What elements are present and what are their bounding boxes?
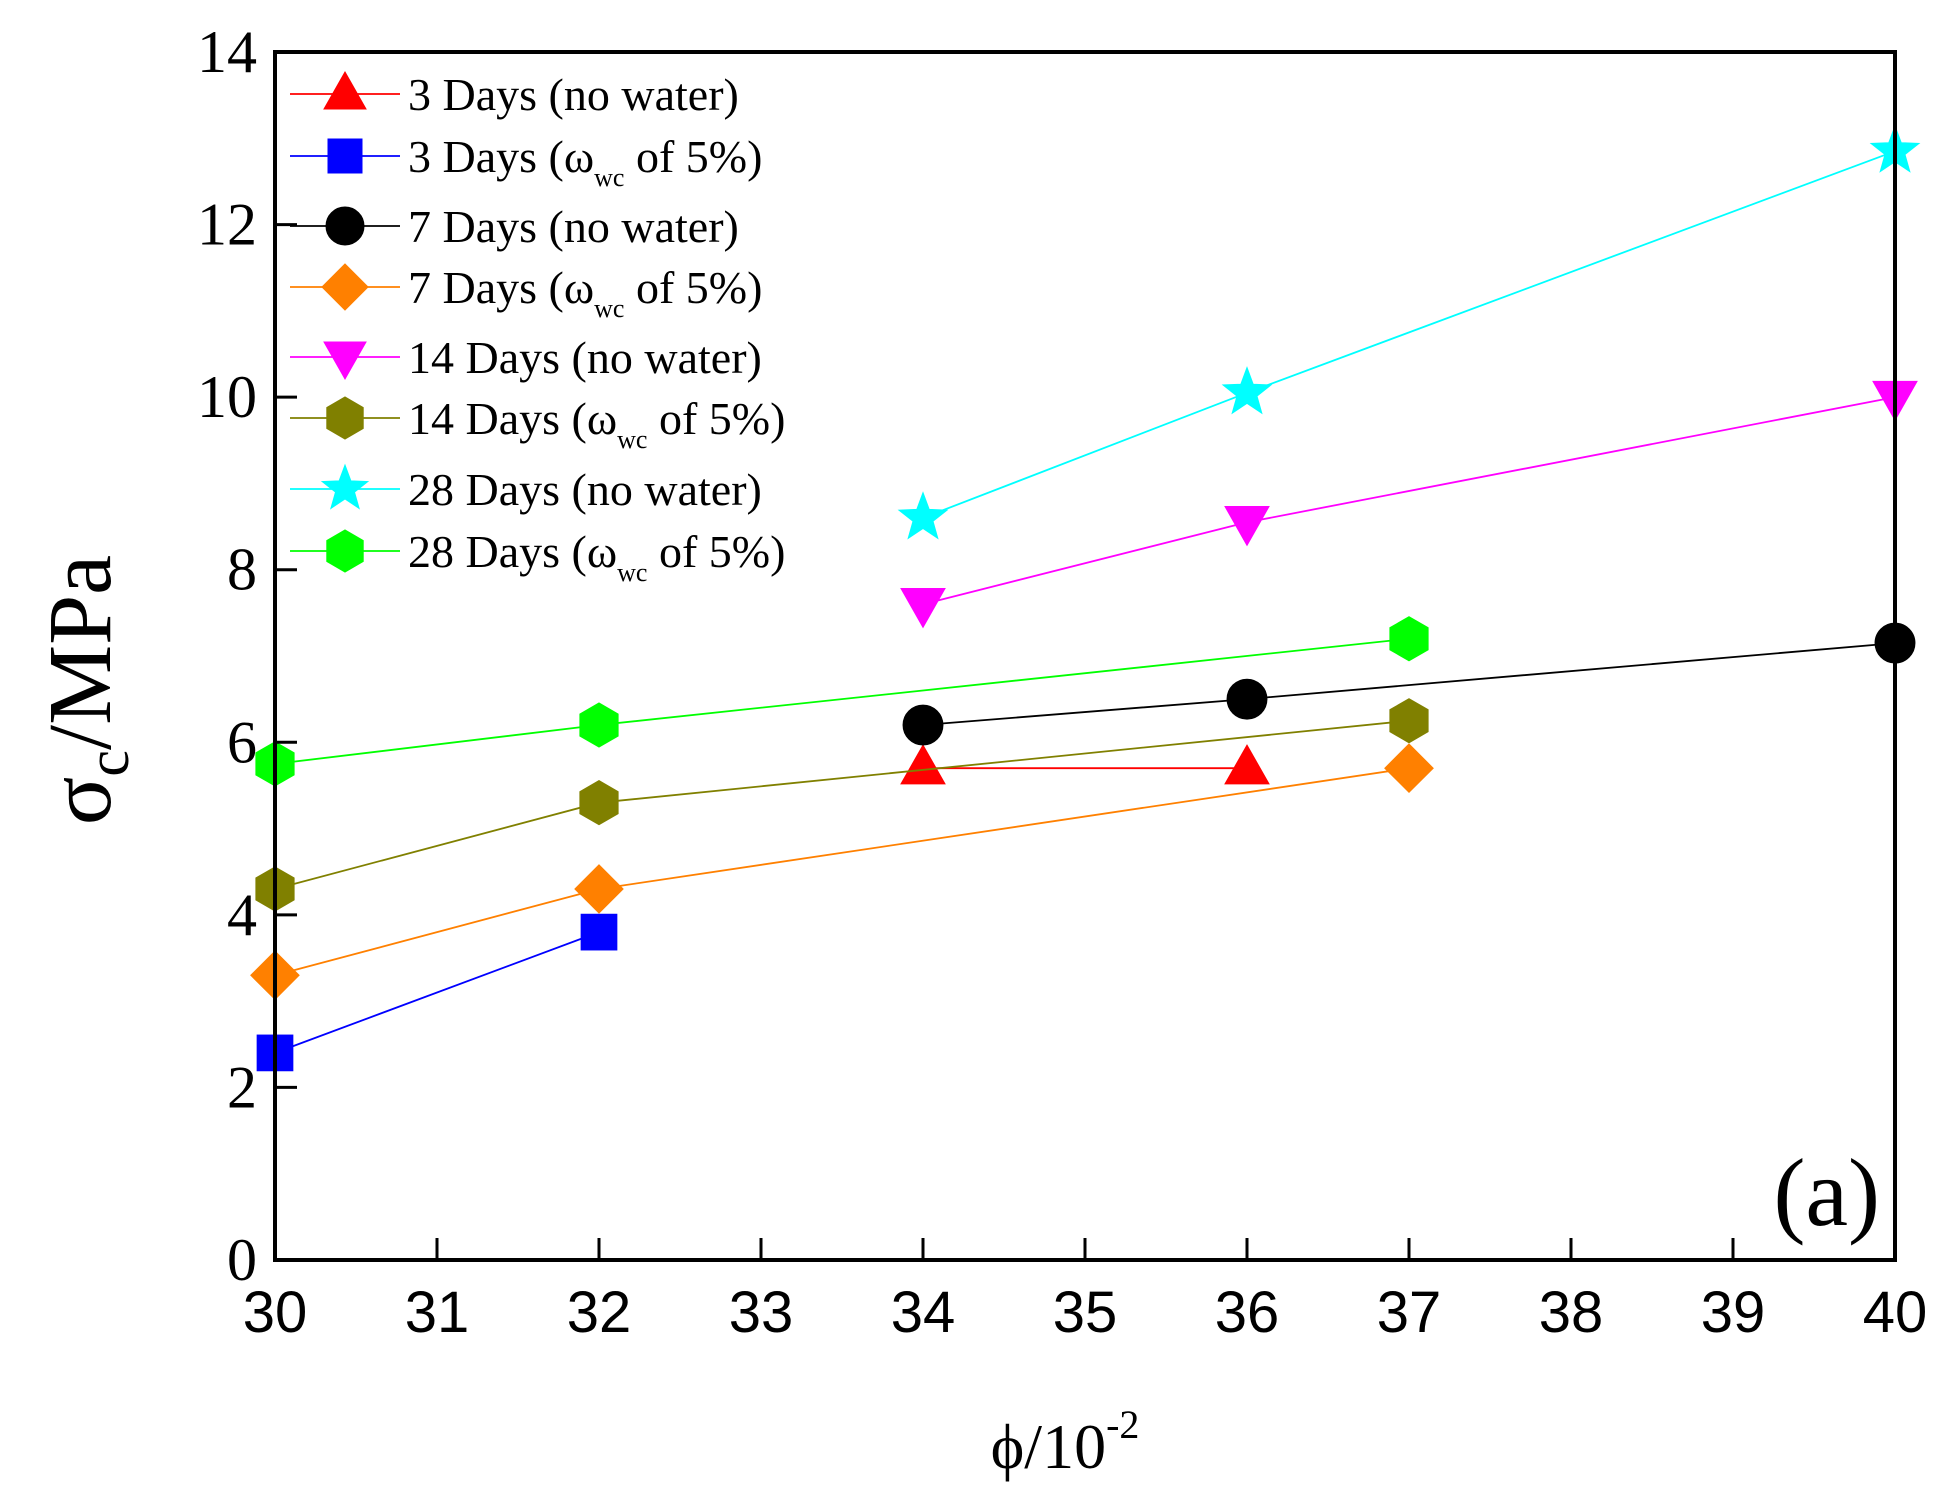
x-tick-label-34: 34 [891, 1280, 956, 1345]
data-point-28-days-wc-of-5-37 [1389, 616, 1429, 662]
data-point-7-days-wc-of-5-37 [1384, 743, 1434, 794]
y-tick-label-4: 4 [227, 882, 257, 948]
data-point-3-days-no-water-36 [1224, 744, 1270, 785]
legend-marker [326, 529, 364, 573]
y-tick-label-10: 10 [197, 364, 257, 430]
legend-label: 7 Days (ωwc of 5%) [408, 262, 762, 323]
legend-entry-3-days-no-water: 3 Days (no water) [290, 69, 739, 120]
x-tick-label-38: 38 [1539, 1280, 1604, 1345]
legend-marker [323, 341, 367, 381]
data-point-14-days-wc-of-5-37 [1389, 698, 1429, 744]
data-point-14-days-wc-of-5-32 [579, 780, 619, 826]
y-tick-label-14: 14 [197, 19, 257, 85]
legend: 3 Days (no water) 3 Days (ωwc of 5%) 7 Day… [290, 69, 785, 587]
data-point-3-days-wc-of-5-32 [580, 913, 618, 951]
y-axis-label-rest: /MPa [31, 555, 130, 750]
legend-entry-28-days-wc-of-5: 28 Days (ωwc of 5%) [290, 526, 785, 587]
legend-label: 14 Days (ωwc of 5%) [408, 393, 785, 454]
y-axis-label-main: σ [31, 777, 130, 826]
data-point-28-days-wc-of-5-32 [579, 702, 619, 748]
legend-marker [323, 70, 367, 110]
y-axis-label-sub: c [75, 750, 141, 777]
legend-marker [326, 396, 364, 440]
y-tick-label-12: 12 [197, 192, 257, 258]
series-14-days-wc-of-5 [255, 698, 1429, 912]
x-tick-label-37: 37 [1377, 1280, 1442, 1345]
y-tick-label-0: 0 [227, 1227, 257, 1293]
x-axis-label-main: ϕ/10 [991, 1411, 1106, 1482]
x-tick-label-31: 31 [405, 1280, 470, 1345]
x-tick-label-36: 36 [1215, 1280, 1280, 1345]
data-point-28-days-no-water-36 [1221, 366, 1273, 415]
x-tick-label-39: 39 [1701, 1280, 1766, 1345]
data-point-7-days-no-water-34 [902, 704, 944, 746]
data-point-14-days-no-water-36 [1224, 506, 1270, 547]
legend-entry-7-days-no-water: 7 Days (no water) [290, 201, 739, 252]
legend-marker [321, 263, 369, 311]
legend-label: 7 Days (no water) [408, 201, 739, 252]
data-point-3-days-no-water-34 [900, 744, 946, 785]
data-point-14-days-no-water-34 [900, 588, 946, 629]
y-tick-label-6: 6 [227, 709, 257, 775]
y-tick-label-8: 8 [227, 537, 257, 603]
x-tick-label-32: 32 [567, 1280, 632, 1345]
y-axis-label: σc/MPa [31, 555, 141, 825]
legend-marker [325, 206, 365, 246]
data-point-28-days-no-water-34 [897, 491, 949, 540]
legend-label: 3 Days (no water) [408, 69, 739, 120]
series-3-days-no-water [900, 744, 1270, 785]
x-tick-label-33: 33 [729, 1280, 794, 1345]
legend-label: 28 Days (no water) [408, 464, 762, 515]
x-tick-label-30: 30 [243, 1280, 308, 1345]
x-axis-label: ϕ/10-2 [991, 1402, 1140, 1482]
panel-label: (a) [1773, 1139, 1880, 1246]
legend-entry-28-days-no-water: 28 Days (no water) [290, 463, 762, 515]
x-tick-label-40: 40 [1863, 1280, 1928, 1345]
series-line-3-days-wc-of-5 [274, 931, 600, 1054]
legend-entry-14-days-no-water: 14 Days (no water) [290, 332, 762, 383]
legend-entry-3-days-wc-of-5: 3 Days (ωwc of 5%) [290, 131, 762, 192]
y-tick-label-2: 2 [227, 1054, 257, 1120]
legend-label: 14 Days (no water) [408, 332, 762, 383]
ticks-layer: 30 31 32 33 34 35 36 37 38 39 40 0 2 4 6 8 10 12 14 [197, 19, 1927, 1345]
x-tick-label-35: 35 [1053, 1280, 1118, 1345]
legend-entry-14-days-wc-of-5: 14 Days (ωwc of 5%) [290, 393, 785, 454]
series-28-days-wc-of-5 [255, 616, 1429, 787]
legend-marker [327, 138, 363, 174]
legend-label: 28 Days (ωwc of 5%) [408, 526, 785, 587]
x-axis-label-sup: -2 [1106, 1402, 1139, 1447]
data-point-7-days-no-water-36 [1226, 678, 1268, 720]
legend-label: 3 Days (ωwc of 5%) [408, 131, 762, 192]
legend-marker [320, 463, 370, 510]
data-point-7-days-wc-of-5-32 [574, 864, 624, 914]
legend-entry-7-days-wc-of-5: 7 Days (ωwc of 5%) [290, 262, 762, 323]
